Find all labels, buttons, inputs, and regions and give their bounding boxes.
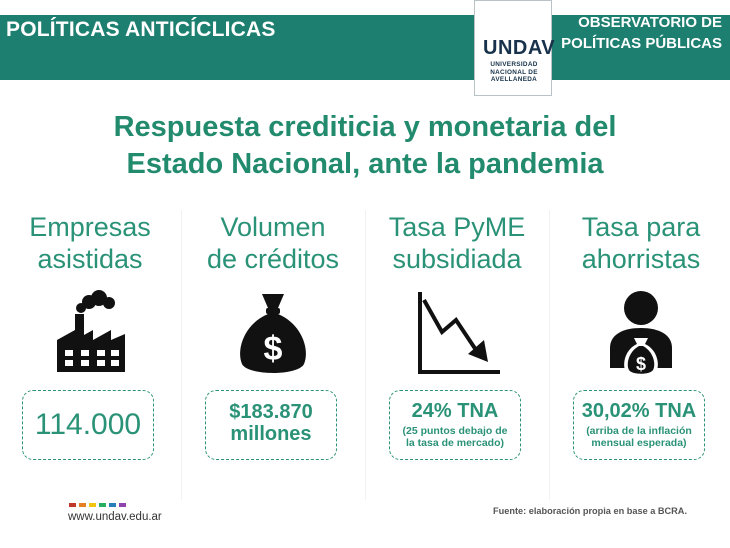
header-right-line-2: POLÍTICAS PÚBLICAS: [561, 35, 722, 52]
column-title-line-1: Empresas: [29, 212, 151, 242]
logo-line-2: NACIONAL DE: [490, 68, 538, 76]
column-title: Volumen de créditos: [183, 211, 363, 275]
value-note-line-2: la tasa de mercado): [405, 437, 505, 449]
value-text: $183.870: [229, 401, 313, 423]
saver-person-icon: $: [596, 288, 686, 378]
brand-color-dot: [89, 503, 96, 507]
brand-color-dots: [69, 503, 126, 507]
column-title-line-2: de créditos: [206, 244, 340, 274]
value-note-line-1: (arriba de la inflación: [586, 425, 692, 437]
column-title-line-1: Volumen: [220, 212, 326, 242]
column-title-line-2: subsidiada: [392, 244, 522, 274]
column-title-line-1: Tasa para: [581, 212, 701, 242]
value-note-line-1: (25 puntos debajo de: [402, 425, 508, 437]
column-title-line-1: Tasa PyME: [388, 212, 526, 242]
source-note: Fuente: elaboración propia en base a BCR…: [493, 506, 687, 516]
value-box: 24% TNA (25 puntos debajo de la tasa de …: [389, 390, 521, 460]
svg-text:$: $: [264, 330, 283, 368]
column-title: Tasa para ahorristas: [551, 211, 730, 275]
undav-logo: UNDAV UNIVERSIDAD NACIONAL DE AVELLANEDA: [474, 0, 556, 96]
logo-mark: UNDAV: [483, 37, 556, 59]
column-divider: [365, 210, 366, 500]
brand-color-dot: [79, 503, 86, 507]
logo-line-1: UNIVERSIDAD: [490, 61, 538, 68]
column-tasa-pyme: Tasa PyME subsidiada 24% TNA (25 puntos …: [367, 208, 547, 508]
value-text-line-2: millones: [230, 423, 312, 445]
brand-color-dot: [69, 503, 76, 507]
main-title: Respuesta crediticia y monetaria del Est…: [40, 109, 690, 183]
svg-text:$: $: [636, 354, 646, 374]
column-title-line-2: asistidas: [37, 244, 143, 274]
factory-icon: [45, 288, 135, 378]
main-title-line-1: Respuesta crediticia y monetaria del: [113, 111, 617, 143]
trend-down-chart-icon: [412, 288, 502, 378]
column-divider: [549, 210, 550, 500]
money-bag-icon: $: [228, 288, 318, 378]
header-right-title: OBSERVATORIO DE POLÍTICAS PÚBLICAS: [552, 12, 722, 54]
header-left-title: POLÍTICAS ANTICÍCLICAS: [6, 18, 276, 41]
brand-color-dot: [119, 503, 126, 507]
value-box: 30,02% TNA (arriba de la inflación mensu…: [573, 390, 705, 460]
column-title-line-2: ahorristas: [581, 244, 701, 274]
column-volumen: Volumen de créditos $ $183.870 millones: [183, 208, 363, 508]
value-box: $183.870 millones: [205, 390, 337, 460]
column-tasa-ahorristas: Tasa para ahorristas $ 30,02% TNA (arrib…: [551, 208, 730, 508]
value-text: 114.000: [34, 408, 142, 441]
brand-color-dot: [109, 503, 116, 507]
value-text: 24% TNA: [411, 400, 499, 422]
column-empresas: Empresas asistidas 114.000: [0, 208, 180, 508]
logo-line-3: AVELLANEDA: [490, 76, 538, 84]
value-note: (arriba de la inflación mensual esperada…: [574, 425, 704, 449]
value-text: 30,02% TNA: [581, 400, 697, 422]
logo-subtitle: UNIVERSIDAD NACIONAL DE AVELLANEDA: [479, 61, 549, 84]
header-right-line-1: OBSERVATORIO DE: [578, 14, 722, 31]
header-band: [0, 15, 730, 80]
brand-color-dot: [99, 503, 106, 507]
value-box: 114.000: [22, 390, 154, 460]
value-note: (25 puntos debajo de la tasa de mercado): [390, 425, 520, 449]
column-title: Empresas asistidas: [0, 211, 180, 275]
value-note-line-2: mensual esperada): [591, 437, 687, 449]
column-divider: [181, 210, 182, 500]
website-link[interactable]: www.undav.edu.ar: [68, 511, 162, 523]
main-title-line-2: Estado Nacional, ante la pandemia: [126, 148, 604, 180]
column-title: Tasa PyME subsidiada: [367, 211, 547, 275]
